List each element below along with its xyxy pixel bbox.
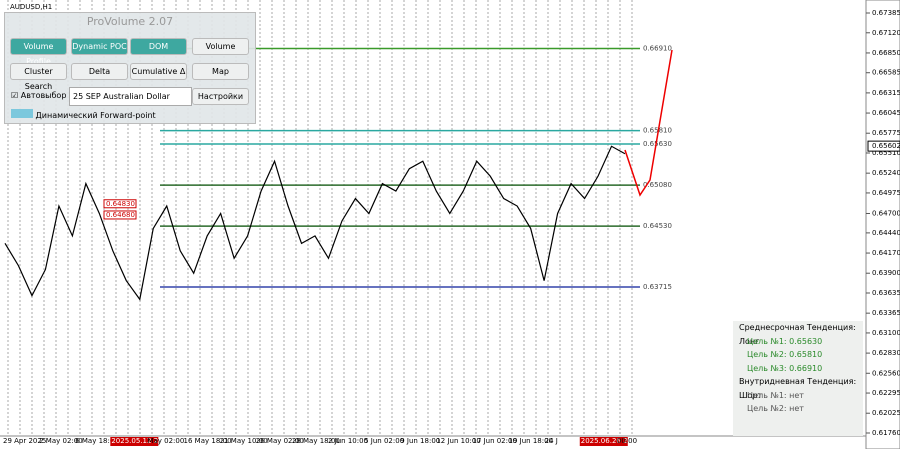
y-tick-label: 0.63365 (872, 309, 900, 317)
price-line (4, 145, 626, 301)
info-line: Цель №3: 0.66910 (747, 363, 823, 373)
panel-title: ProVolume 2.07 (86, 15, 174, 28)
x-tick-label: 29 Apr 2025 (3, 437, 46, 445)
label: Автовыбор (20, 91, 67, 100)
info-line: Цель №2: нет (747, 404, 804, 413)
y-tick-label: 0.64440 (872, 229, 900, 237)
button[interactable]: Delta (71, 63, 128, 80)
y-tick-label: 0.63635 (872, 289, 900, 297)
y-tick-label: 0.62830 (872, 349, 900, 357)
x-tick-label: 21 May 10:00 (220, 437, 268, 445)
y-tick-label: 0.64700 (872, 209, 900, 217)
axis-bg (865, 0, 900, 449)
level-label: 0.64530 (643, 222, 672, 230)
button[interactable]: Настройки (192, 88, 249, 105)
checkbox[interactable]: ☑ Автовыбор (11, 91, 67, 100)
level-label: 0.66910 (643, 44, 672, 52)
y-tick-label: 0.67120 (872, 29, 900, 37)
info-line: Цель №1: 0.65630 (747, 336, 823, 346)
x-tick-label: 2025.06.26 20:00 (581, 437, 643, 445)
y-tick-label: 0.66585 (872, 69, 900, 77)
y-tick-label: 0.63900 (872, 269, 900, 277)
button[interactable]: DOM (130, 38, 187, 55)
x-tick-label: 24 J (545, 437, 558, 445)
symbol: AUDUSD,H1 (10, 3, 52, 11)
x-tick-label: 16 May 18:00 (184, 437, 232, 445)
y-tick-label: 0.66045 (872, 109, 900, 117)
y-tick-label: 0.62295 (872, 389, 900, 397)
x-tick-label: 26 May 02:00 (256, 437, 304, 445)
mark-box (103, 210, 137, 220)
y-tick-label: 0.64975 (872, 189, 900, 197)
y-tick-label: 0.66850 (872, 49, 900, 57)
level-label: 0.65630 (643, 140, 672, 148)
select[interactable]: 25 SEP Australian Dollar (69, 87, 192, 106)
time-highlight (579, 437, 628, 446)
x-tick-label: 2 Jun 10:00 (328, 437, 368, 445)
x-tick-label: 19 Jun 18:00 (509, 437, 553, 445)
time-highlight (110, 437, 159, 446)
y-tick-label: 0.63100 (872, 329, 900, 337)
y-tick-label: 0.65510 (872, 149, 900, 157)
x-tick-label: 5 Jun 02:00 (364, 437, 404, 445)
x-tick-label: 17 Jun 02:00 (472, 437, 516, 445)
y-tick-label: 0.64170 (872, 249, 900, 257)
info-line: Внутридневная Тенденция: Шорт (739, 377, 857, 400)
x-tick-label: 12 Jun 10:00 (436, 437, 480, 445)
level-label: 0.63715 (643, 283, 672, 291)
button[interactable]: Cluster Search (10, 63, 67, 91)
y-tick-label: 0.65240 (872, 169, 900, 177)
y-tick-label: 0.67385 (872, 9, 900, 17)
mark-box (103, 199, 137, 209)
x-tick-label: 9 Jun 18:00 (400, 437, 440, 445)
button[interactable]: Volume (192, 38, 249, 55)
button[interactable]: Cumulative Δ (130, 63, 187, 80)
projection (624, 49, 673, 197)
y-tick-label: 0.62560 (872, 369, 900, 377)
x-tick-label: 28 May 18:00 (292, 437, 340, 445)
x-tick-label: 00:00 (617, 437, 637, 445)
forward-point: Динамический Forward-point (11, 109, 156, 120)
info-line: Среднесрочная Тенденция: Лонг (739, 323, 856, 346)
y-tick-label: 0.65775 (872, 129, 900, 137)
mark-label: 0.64680 (106, 211, 135, 219)
button[interactable]: Map (192, 63, 249, 80)
level-label: 0.65080 (643, 181, 672, 189)
y-tick-label: 0.62025 (872, 409, 900, 417)
x-tick-label: 2 May 02:00 (39, 437, 83, 445)
y-tick-label: 0.61760 (872, 429, 900, 437)
info-line: Цель №1: нет (747, 390, 804, 400)
label: Динамический Forward-point (35, 111, 156, 120)
x-tick-label: 2025.05.12 21:00 (111, 437, 173, 445)
mark-label: 0.64830 (106, 200, 135, 208)
x-tick-label: May 02:00 (147, 437, 184, 445)
current-price: 0.65602 (872, 142, 900, 150)
provolume-panel: ProVolume 2.07 Volume Profile Dynamic PO… (4, 12, 256, 124)
level-label: 0.65810 (643, 127, 672, 135)
y-tick-label: 0.66315 (872, 89, 900, 97)
info-box: Среднесрочная Тенденция: Лонг Цель №1: 0.… (733, 321, 863, 436)
button[interactable]: Dynamic POC (71, 38, 128, 55)
current-price-bg (867, 140, 900, 152)
button[interactable]: Volume Profile (10, 38, 67, 66)
info-line: Цель №2: 0.65810 (747, 350, 823, 359)
x-tick-label: 6 May 18:00 (75, 437, 119, 445)
